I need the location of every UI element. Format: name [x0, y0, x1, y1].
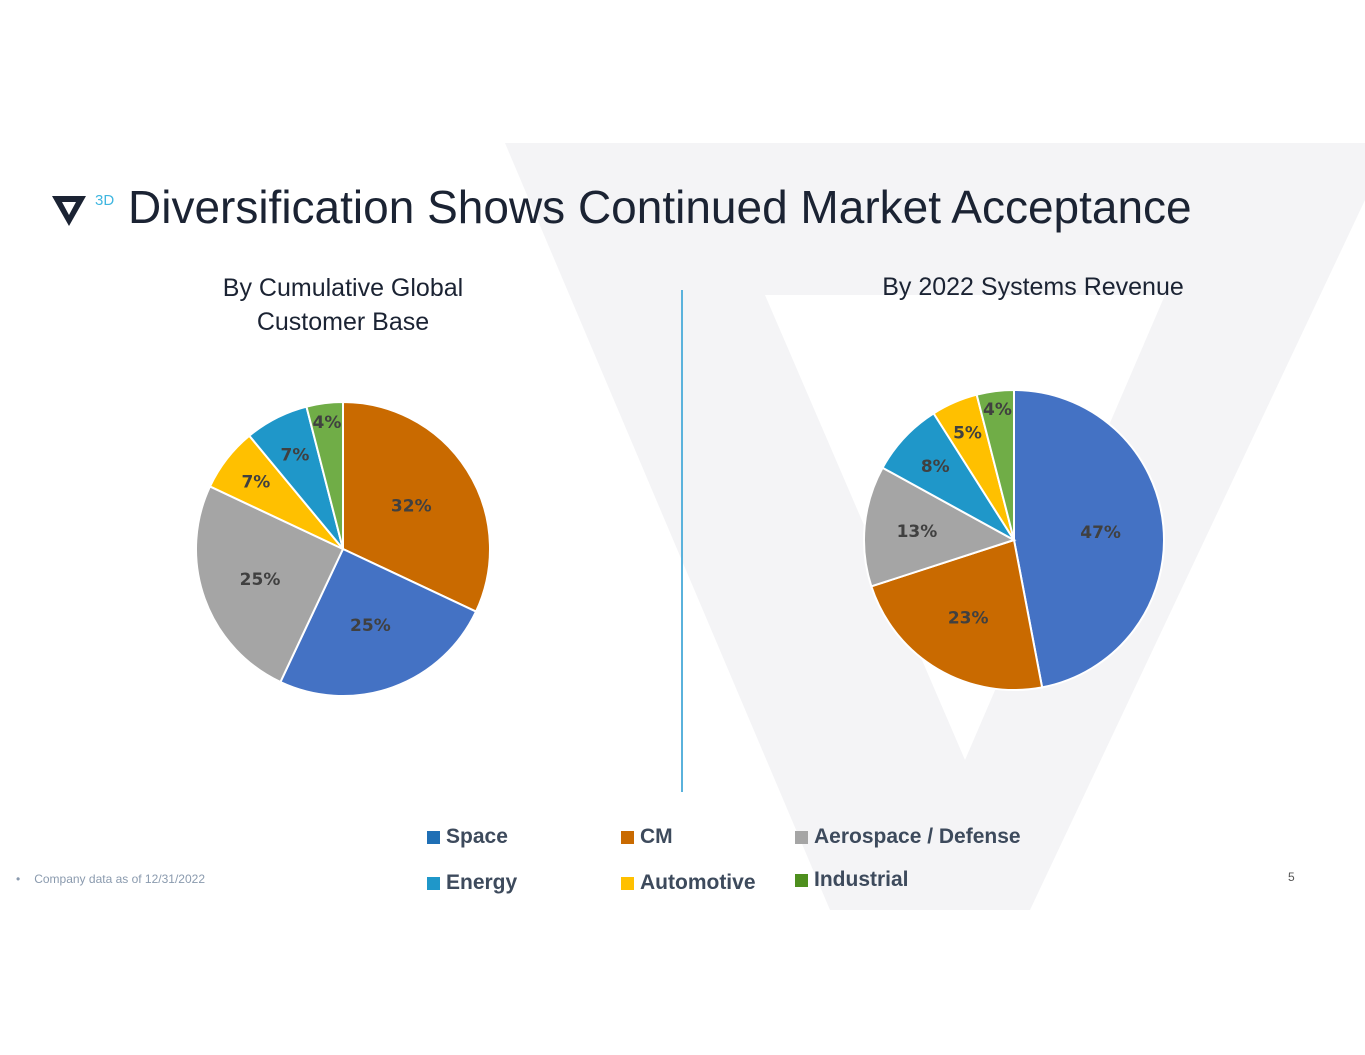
pie1-data-label: 7%	[281, 446, 310, 466]
footnote-text: Company data as of 12/31/2022	[34, 872, 205, 886]
pie2-data-label: 23%	[948, 608, 989, 628]
legend-swatch	[427, 830, 440, 844]
legend-swatch	[621, 876, 634, 890]
legend-item-automotive: Automotive	[621, 871, 756, 895]
footnote: • Company data as of 12/31/2022	[16, 872, 205, 886]
legend-item-aerospace-defense: Aerospace / Defense	[795, 825, 1021, 849]
pie2-slice-space	[1013, 388, 1165, 689]
legend-label: Aerospace / Defense	[814, 825, 1021, 848]
pie1-slice-space	[279, 547, 478, 697]
legend-label: Automotive	[640, 871, 756, 894]
legend-label: Energy	[446, 871, 518, 894]
pie1-data-label: 7%	[241, 472, 270, 492]
slide-title: Diversification Shows Continued Market A…	[128, 181, 1192, 233]
velo3d-logo-icon	[52, 196, 86, 226]
right-chart-title-line1: By 2022 Systems Revenue	[882, 273, 1184, 301]
pie1-data-label: 32%	[391, 497, 432, 517]
pie2-slice-cm	[870, 538, 1044, 691]
pie1-data-label: 25%	[350, 616, 391, 636]
legend-item-space: Space	[427, 825, 508, 849]
left-chart-title-line1: By Cumulative Global	[222, 274, 464, 302]
right-chart-title: By 2022 Systems Revenue	[833, 270, 1233, 304]
pie2-data-label: 13%	[897, 522, 938, 542]
page-number: 5	[1288, 870, 1295, 884]
legend-item-energy: Energy	[427, 871, 517, 895]
pie1-slice-industrial	[305, 400, 344, 550]
pie1-slice-aerospace-defense	[195, 485, 345, 684]
pie2-data-label: 5%	[953, 424, 982, 444]
pie1-slice-cm	[342, 400, 491, 613]
legend-swatch	[427, 876, 440, 890]
pie1-data-label: 4%	[313, 413, 342, 433]
legend-item-industrial: Industrial	[795, 868, 909, 892]
legend-label: Industrial	[814, 868, 909, 891]
pie2-data-label: 8%	[921, 457, 950, 477]
left-chart-title: By Cumulative Global Customer Base	[183, 271, 503, 339]
pie1-data-label: 25%	[240, 570, 281, 590]
logo-text: 3D	[95, 192, 115, 209]
legend-label: Space	[446, 825, 508, 848]
left-chart-title-line2: Customer Base	[256, 308, 430, 336]
legend-item-cm: CM	[621, 825, 673, 849]
legend-label: CM	[640, 825, 673, 848]
pie2-slice-industrial	[975, 388, 1015, 541]
legend-swatch	[621, 830, 634, 844]
pie2-slice-aerospace-defense	[863, 466, 1017, 588]
pie2-data-label: 4%	[983, 400, 1012, 420]
pie2-data-label: 47%	[1080, 523, 1121, 543]
legend-swatch	[795, 873, 808, 887]
divider	[681, 290, 683, 792]
legend-swatch	[795, 830, 808, 844]
